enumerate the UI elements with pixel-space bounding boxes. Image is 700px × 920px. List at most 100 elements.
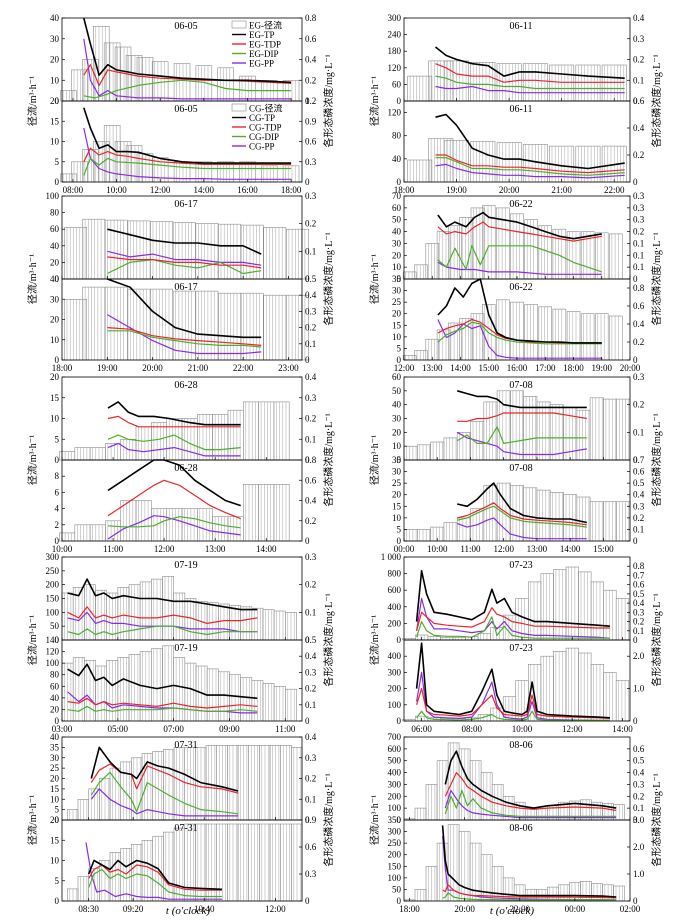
- y2-tick-label: 1.0: [633, 684, 645, 694]
- runoff-bar: [578, 652, 592, 722]
- series-line-pp: [457, 517, 587, 540]
- y-tick-label: 120: [388, 108, 402, 118]
- runoff-bar: [258, 401, 275, 461]
- y2-tick-label: 0.4: [633, 490, 645, 500]
- runoff-bar: [443, 522, 458, 542]
- y2-tick-label: 0.3: [305, 869, 317, 879]
- y2-tick-label: 0.3: [305, 306, 317, 316]
- series-line-tdp: [435, 154, 625, 174]
- y-tick-label: 20: [50, 96, 60, 106]
- y2-tick-label: 0.2: [305, 774, 316, 784]
- runoff-bar: [594, 313, 609, 361]
- x-tick-label: 16:00: [237, 185, 258, 195]
- runoff-bar: [197, 414, 213, 461]
- series-line-dip: [437, 245, 602, 273]
- y-tick-label: 120: [388, 63, 402, 73]
- panel-06-28-cg: 0 2 4 6 8 0 0.2 0.4 0.6 0.8 10:00 11:00 12:00 13:00 14…: [52, 455, 317, 554]
- series-line-tdp: [457, 502, 587, 526]
- runoff-bar: [243, 483, 259, 542]
- y-tick-label: 15: [50, 116, 60, 126]
- y2-tick-label: 0.5: [633, 756, 645, 766]
- y-tick-label: 30: [50, 753, 60, 763]
- runoff-bar: [127, 220, 151, 280]
- runoff-bar: [82, 286, 106, 361]
- y-tick-label: 300: [388, 779, 402, 789]
- y2-tick-label: 0.4: [633, 123, 645, 133]
- runoff-bar: [603, 672, 617, 722]
- runoff-bar: [172, 290, 196, 361]
- y-tick-label: 40: [50, 274, 60, 284]
- y2-tick-label: 0.6: [633, 96, 645, 106]
- left-axis-label: 径流/m³·h⁻¹: [26, 254, 39, 304]
- y-tick-label: 60: [50, 224, 60, 234]
- panel-title: 06-22: [509, 282, 532, 293]
- legend-label: CG-PP: [249, 142, 275, 152]
- runoff-bar: [523, 396, 538, 461]
- y-tick-label: 400: [388, 651, 402, 661]
- x-tick-label: 12:00: [265, 904, 286, 914]
- y-tick-label: 200: [388, 684, 402, 694]
- left-axis-label: 径流/m³·h⁻¹: [368, 615, 381, 665]
- y-tick-label: 0: [55, 896, 60, 906]
- y-tick-label: 100: [46, 607, 60, 617]
- series-line-dip: [83, 79, 292, 99]
- series-line-pp: [456, 431, 587, 456]
- legend-label: CG-TDP: [249, 123, 282, 133]
- y2-tick-label: 0: [305, 96, 310, 106]
- runoff-bar: [243, 401, 259, 461]
- y-tick-label: 40: [50, 732, 60, 742]
- x-tick-label: 22:00: [233, 363, 254, 373]
- runoff-bar: [540, 655, 554, 722]
- x-tick-label: 08:00: [63, 185, 84, 195]
- y-tick-label: 0: [55, 455, 60, 465]
- runoff-bar: [603, 589, 617, 641]
- left-axis-label: 径流/m³·h⁻¹: [368, 76, 381, 126]
- y-tick-label: 5: [397, 524, 402, 534]
- runoff-bar: [263, 294, 287, 361]
- series-line-tdp: [67, 606, 258, 624]
- runoff-bar: [403, 445, 418, 461]
- series-line-tp: [437, 211, 602, 240]
- y-tick-label: 250: [388, 838, 402, 848]
- panel-06-17-eg: 0 20 40 60 80 100 0 0.1 0.2 0.3 06-17: [46, 191, 317, 284]
- y-tick-label: 20: [50, 257, 60, 267]
- y2-tick-label: 0.3: [633, 607, 645, 617]
- runoff-bar: [89, 524, 106, 542]
- panel-title: 07-08: [509, 380, 532, 391]
- legend-swatch-runoff: [231, 20, 247, 29]
- y2-tick-label: 0.4: [633, 598, 645, 608]
- panel-06-28-eg: 0 5 10 15 20 0 0.1 0.2 0.3 0.4 06-28: [50, 372, 317, 465]
- runoff-bar: [218, 292, 242, 361]
- y2-tick-label: 0: [305, 815, 310, 825]
- y-tick-label: 20: [50, 815, 60, 825]
- y-tick-label: 1 000: [381, 552, 402, 562]
- runoff-bar: [436, 231, 451, 280]
- y2-tick-label: 0.1: [305, 607, 316, 617]
- y2-tick-label: 0.1: [305, 339, 316, 349]
- y-tick-label: 60: [392, 372, 402, 382]
- runoff-bar: [609, 233, 623, 280]
- y2-tick-label: 0: [305, 455, 310, 465]
- panel-title: 08-06: [509, 740, 532, 751]
- panel-07-19-eg: 0 50 100 150 200 250 300 0 0.1 0.2 0.3 07-19: [46, 552, 317, 645]
- y2-tick-label: 0.9: [305, 116, 317, 126]
- y-tick-label: 20: [50, 704, 60, 714]
- y-tick-label: 100: [46, 191, 60, 201]
- runoff-bar: [227, 516, 244, 542]
- runoff-bar: [273, 401, 290, 461]
- y-tick-label: 20: [50, 774, 60, 784]
- plot-frame: [403, 639, 631, 722]
- y-tick-label: 60: [392, 79, 402, 89]
- y-tick-label: 300: [388, 667, 402, 677]
- y2-tick-label: 0.1: [633, 803, 644, 813]
- y2-tick-label: 1.2: [305, 96, 316, 106]
- y2-tick-label: 0: [633, 177, 638, 187]
- runoff-bar: [510, 485, 524, 542]
- series-line-dip: [435, 75, 625, 90]
- y-tick-label: 0: [55, 635, 60, 645]
- series-line-tdp: [107, 256, 262, 269]
- left-axis-label: 径流/m³·h⁻¹: [368, 254, 381, 304]
- y-tick-label: 70: [392, 191, 402, 201]
